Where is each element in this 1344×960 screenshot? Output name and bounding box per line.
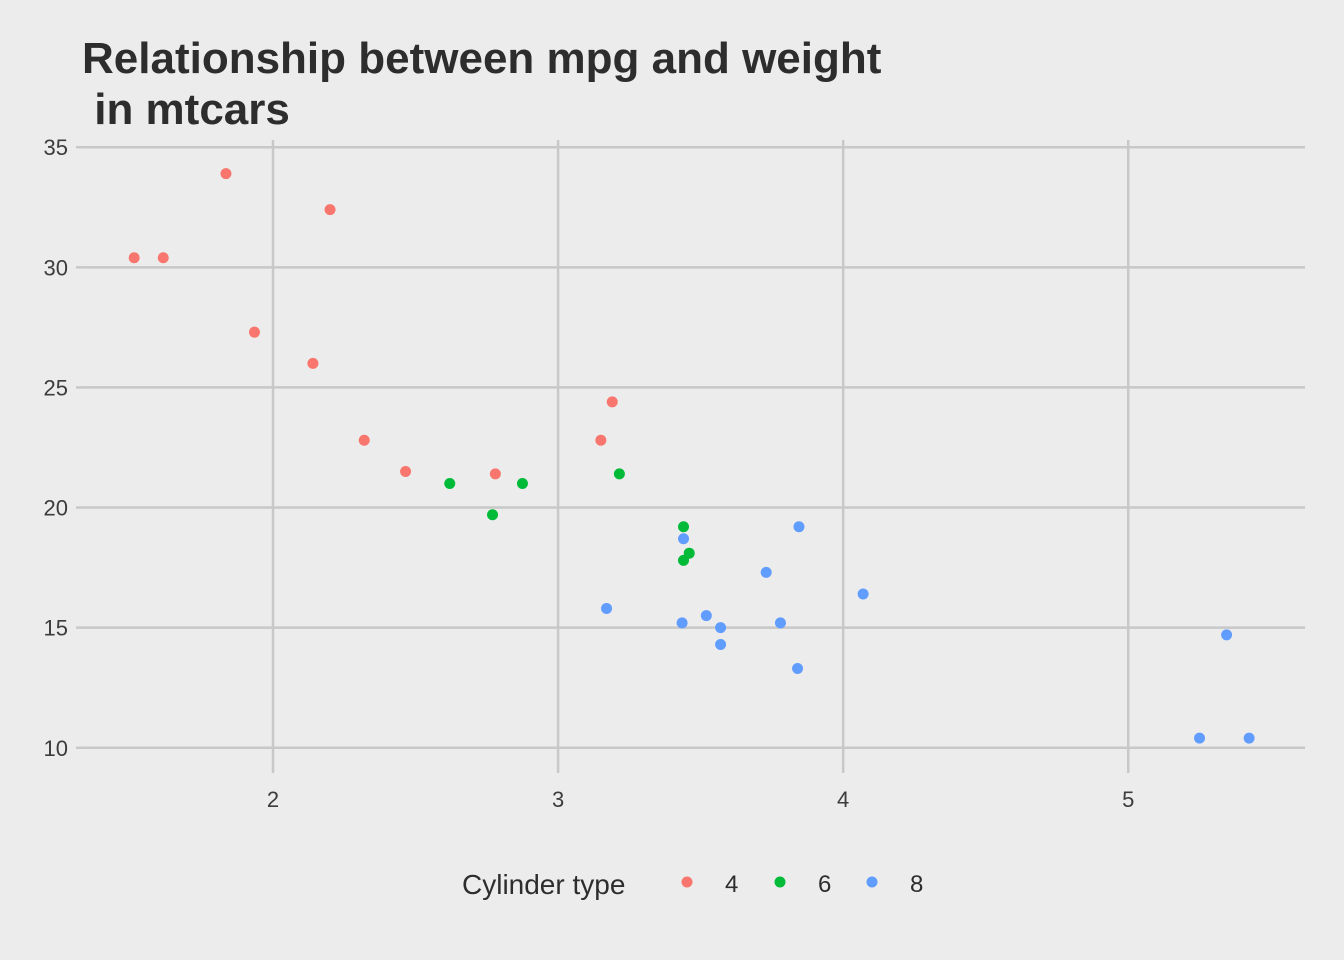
data-point-cyl-8 [676, 617, 688, 629]
data-point-cyl-8 [715, 622, 727, 634]
chart-title-line-2: in mtcars [82, 85, 290, 134]
data-point-cyl-4 [307, 357, 319, 369]
y-tick-label: 25 [44, 375, 68, 400]
data-point-cyl-8 [793, 521, 805, 533]
data-point-cyl-6 [487, 509, 499, 521]
data-point-cyl-8 [700, 610, 712, 622]
data-point-cyl-8 [760, 566, 772, 578]
x-tick-label: 2 [267, 787, 279, 812]
axis-ticks: 10 15 20 25 30 35 2 3 4 5 [44, 135, 1135, 812]
data-point-cyl-6 [678, 521, 690, 533]
x-tick-label: 4 [837, 787, 849, 812]
data-point-cyl-4 [400, 466, 412, 478]
data-point-cyl-4 [489, 468, 501, 480]
x-tick-label: 5 [1122, 787, 1134, 812]
data-point-cyl-4 [606, 396, 618, 408]
data-point-cyl-4 [358, 434, 370, 446]
y-tick-label: 10 [44, 736, 68, 761]
data-point-cyl-6 [613, 468, 625, 480]
data-point-cyl-4 [595, 434, 607, 446]
data-point-cyl-8 [1243, 732, 1255, 744]
data-point-cyl-8 [715, 638, 727, 650]
data-point-cyl-6 [516, 478, 528, 490]
gridlines [82, 140, 1305, 767]
data-point-cyl-4 [157, 252, 169, 264]
legend-label-cyl-6: 6 [818, 871, 831, 898]
data-point-cyl-8 [601, 602, 613, 614]
x-tick-label: 3 [552, 787, 564, 812]
legend-key-cyl-6 [774, 876, 786, 888]
data-point-cyl-4 [128, 252, 140, 264]
data-point-cyl-8 [678, 533, 690, 545]
data-points [128, 168, 1255, 744]
data-point-cyl-4 [220, 168, 232, 180]
legend-key-cyl-4 [681, 876, 693, 888]
legend: Cylinder type 4 6 8 [462, 869, 923, 900]
legend-title: Cylinder type [462, 869, 625, 900]
data-point-cyl-4 [324, 204, 336, 216]
data-point-cyl-8 [1221, 629, 1233, 641]
data-point-cyl-6 [683, 547, 695, 559]
data-point-cyl-8 [774, 617, 786, 629]
legend-label-cyl-4: 4 [725, 871, 738, 898]
y-tick-label: 15 [44, 616, 68, 641]
y-tick-label: 30 [44, 255, 68, 280]
y-tick-label: 20 [44, 496, 68, 521]
chart-title-line-1: Relationship between mpg and weight [82, 34, 882, 83]
data-point-cyl-4 [248, 326, 260, 338]
legend-label-cyl-8: 8 [910, 871, 923, 898]
y-tick-label: 35 [44, 135, 68, 160]
data-point-cyl-8 [857, 588, 869, 600]
data-point-cyl-8 [792, 663, 804, 675]
data-point-cyl-6 [444, 478, 456, 490]
data-point-cyl-8 [1194, 732, 1206, 744]
legend-key-cyl-8 [866, 876, 878, 888]
